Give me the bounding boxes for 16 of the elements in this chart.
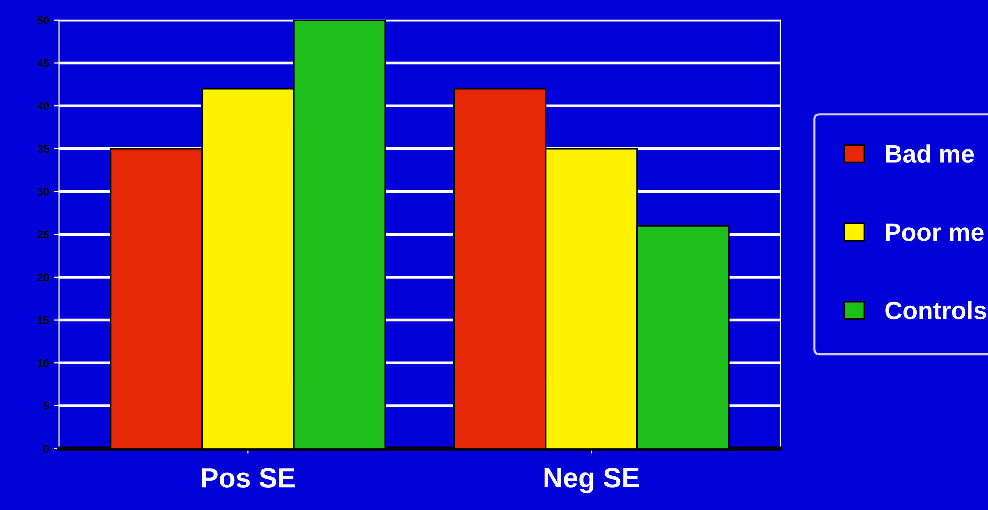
legend-label: Poor me <box>886 224 984 242</box>
y-tick-label: 30 <box>37 188 50 196</box>
x-tick-label: Neg SE <box>544 468 640 494</box>
y-tick-label: 20 <box>38 274 50 282</box>
y-tick-label: 25 <box>38 230 50 239</box>
y-tick-label: 35 <box>37 145 50 154</box>
y-tick-label: 50 <box>38 16 50 25</box>
y-tick-label: 15 <box>38 316 50 324</box>
x-tick-label: Pos SE <box>202 468 295 488</box>
legend-label: Bad me <box>886 144 974 164</box>
y-tick-label: 5 <box>44 402 50 410</box>
legend-label: Controls <box>886 301 986 320</box>
y-tick-label: 45 <box>37 60 50 68</box>
y-tick-label: 10 <box>38 359 50 368</box>
y-tick-label: 40 <box>37 102 50 110</box>
y-tick-label: 0 <box>44 445 50 453</box>
